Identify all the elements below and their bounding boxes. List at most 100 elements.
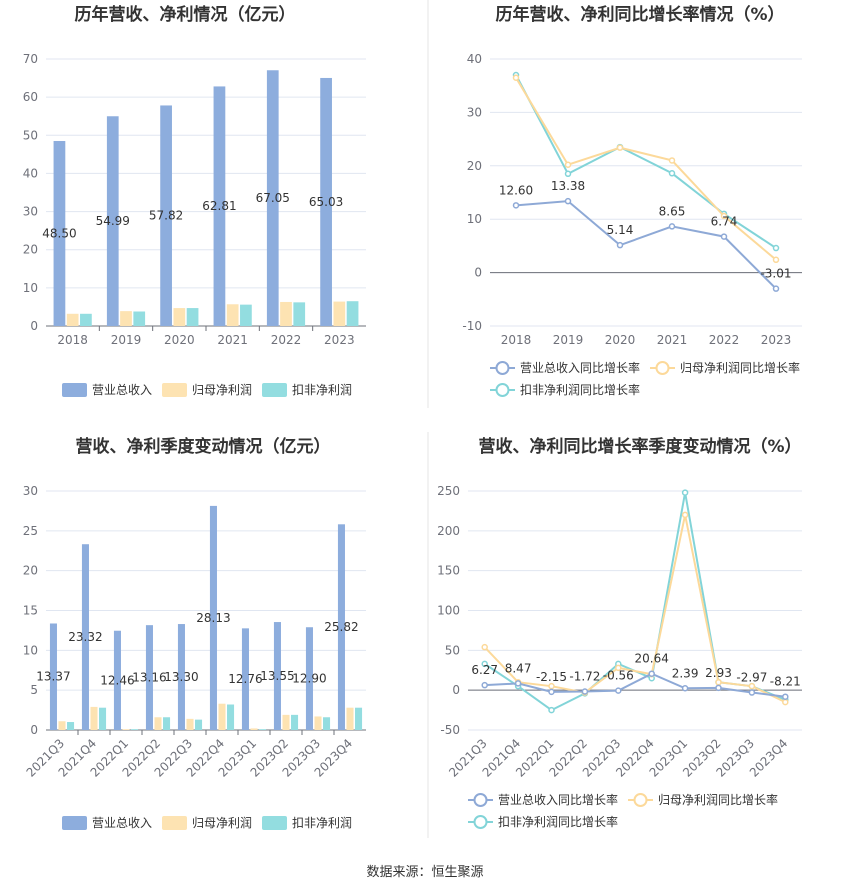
legend-swatch <box>62 816 87 830</box>
data-point <box>668 170 676 177</box>
legend-label: 归母净利润同比增长率 <box>680 360 800 375</box>
data-label: 13.30 <box>164 670 198 684</box>
y-tick-label: 50 <box>23 128 38 142</box>
data-point <box>548 688 555 696</box>
bar <box>346 301 359 326</box>
data-label: 12.60 <box>499 183 533 197</box>
legend-swatch <box>162 383 187 397</box>
legend-item: 扣非净利润 <box>262 816 352 830</box>
data-label: 5.14 <box>607 223 634 237</box>
data-label: -0.56 <box>603 669 634 683</box>
bar <box>186 718 194 730</box>
legend-swatch <box>62 383 87 397</box>
bar <box>240 304 252 326</box>
data-point <box>512 202 520 209</box>
chart-title: 历年营收、净利情况（亿元） <box>75 4 296 25</box>
data-label: -1.72 <box>569 670 600 684</box>
legend-label: 归母净利润同比增长率 <box>658 792 778 807</box>
legend-marker <box>473 815 488 829</box>
data-point <box>720 212 728 220</box>
legend-label: 扣非净利润 <box>292 816 352 830</box>
bar <box>291 714 299 730</box>
bar <box>113 630 121 730</box>
data-point <box>668 223 676 230</box>
bar <box>53 141 66 326</box>
legend-marker <box>495 383 510 397</box>
bar <box>133 311 146 326</box>
series-line <box>515 77 777 261</box>
bar <box>323 717 331 730</box>
y-tick-label: 60 <box>23 90 38 104</box>
y-tick-label: 0 <box>30 723 38 737</box>
data-point <box>564 197 572 205</box>
bar <box>259 729 267 730</box>
y-tick-label: -50 <box>440 723 460 737</box>
bar <box>49 623 57 730</box>
y-tick-label: 150 <box>437 564 460 578</box>
data-label: 25.82 <box>324 620 358 634</box>
y-tick-label: 100 <box>437 604 460 618</box>
bar <box>106 116 119 326</box>
bar <box>195 719 203 730</box>
bar <box>282 714 290 730</box>
legend-item: 扣非净利润同比增长率 <box>468 814 618 829</box>
y-tick-label: 30 <box>467 105 482 119</box>
data-label: 8.65 <box>659 204 686 218</box>
x-tick-label: 2023 <box>324 333 355 347</box>
y-tick-label: 30 <box>23 205 38 219</box>
y-tick-label: 25 <box>23 524 38 538</box>
legend-item: 归母净利润 <box>162 383 252 397</box>
bar <box>293 302 306 326</box>
data-point <box>615 687 622 694</box>
x-tick-label: 2018 <box>57 333 88 347</box>
bar <box>163 717 171 730</box>
data-label: 13.37 <box>36 670 70 684</box>
series-line <box>484 672 786 698</box>
x-tick-label: 2018 <box>501 333 532 347</box>
data-label: 12.90 <box>292 672 326 686</box>
bar <box>186 308 199 326</box>
bar <box>213 86 226 326</box>
data-label: 13.16 <box>132 671 166 685</box>
bar <box>120 311 132 326</box>
legend-swatch <box>262 383 287 397</box>
data-source-note: 数据来源：恒生聚源 <box>366 865 483 880</box>
x-tick-label: 2022 <box>709 333 740 347</box>
bar <box>305 627 313 730</box>
data-label: 67.05 <box>256 191 290 205</box>
bar <box>122 729 130 730</box>
legend-label: 扣非净利润同比增长率 <box>520 382 640 397</box>
legend-swatch <box>162 816 187 830</box>
data-label: 12.46 <box>100 673 134 687</box>
data-point <box>616 241 624 249</box>
y-tick-label: 20 <box>23 564 38 578</box>
bar <box>154 717 162 730</box>
legend-label: 营业总收入 <box>92 816 152 830</box>
legend-marker <box>473 793 488 807</box>
data-point <box>616 144 624 151</box>
data-label: -2.97 <box>736 671 767 685</box>
y-tick-label: 250 <box>437 484 460 498</box>
bar <box>227 704 235 730</box>
bar <box>346 707 354 730</box>
bar <box>209 505 217 730</box>
data-point <box>715 684 722 692</box>
x-tick-label: 2019 <box>553 333 584 347</box>
y-tick-label: 40 <box>467 52 482 66</box>
y-tick-label: 15 <box>23 604 38 618</box>
legend-marker <box>655 361 670 375</box>
legend-swatch <box>262 816 287 830</box>
bar <box>266 70 279 327</box>
bar <box>145 625 153 730</box>
x-tick-label: 2020 <box>605 333 636 347</box>
legend-label: 营业总收入同比增长率 <box>520 360 640 375</box>
y-tick-label: 10 <box>23 643 38 657</box>
y-tick-label: 20 <box>467 159 482 173</box>
quarterly-revenue-profit-chart: 营收、净利季度变动情况（亿元）0510152025302021Q32021Q42… <box>23 436 366 830</box>
x-tick-label: 2023 <box>761 333 792 347</box>
legend-label: 扣非净利润同比增长率 <box>498 814 618 829</box>
data-point <box>748 682 756 690</box>
legend-label: 营业总收入同比增长率 <box>498 792 618 807</box>
data-label: 2.39 <box>672 666 699 680</box>
